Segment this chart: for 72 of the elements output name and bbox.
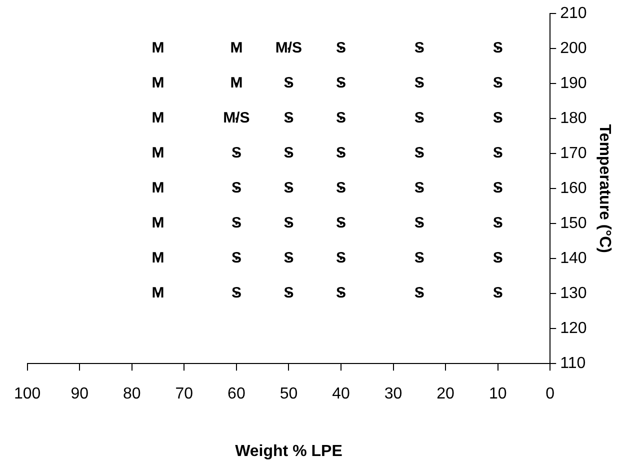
x-tick-label: 50 — [280, 386, 298, 403]
text: S — [231, 214, 242, 232]
y-tick-label: 180 — [560, 110, 587, 128]
text: S — [284, 144, 294, 162]
x-tick-label: 0 — [546, 386, 555, 403]
x-tick-label: 70 — [175, 386, 194, 403]
y-tick-label: 210 — [560, 5, 587, 22]
text: M — [152, 74, 164, 92]
text: S — [284, 74, 294, 92]
y-axis-title: Temperature (°C) — [596, 124, 613, 253]
y-tick-label: 150 — [560, 215, 587, 232]
y-tick-label: 160 — [560, 180, 587, 198]
text: S — [492, 144, 503, 162]
x-tick-label: 20 — [436, 386, 455, 403]
x-tick-label: 30 — [384, 386, 402, 403]
text: S — [414, 284, 424, 302]
text: S — [492, 250, 503, 267]
text: S — [284, 250, 294, 267]
text: S — [414, 110, 424, 127]
text: S — [231, 250, 242, 267]
text: S — [336, 40, 346, 57]
text: S — [414, 144, 424, 162]
text: M — [152, 40, 164, 57]
text: S — [492, 74, 503, 92]
text: M — [152, 180, 164, 197]
text: S — [336, 284, 346, 302]
y-tick-label: 170 — [560, 145, 587, 162]
y-tick-label: 140 — [560, 250, 587, 268]
text: S — [336, 180, 346, 197]
text: S — [284, 214, 294, 232]
text: S — [492, 214, 503, 232]
text: M — [152, 144, 164, 162]
text: S — [231, 180, 242, 197]
text: S — [492, 110, 503, 127]
text: M — [152, 214, 164, 232]
text: S — [336, 250, 346, 267]
text: S — [284, 110, 294, 127]
text: S — [492, 40, 503, 57]
text: S — [231, 144, 242, 162]
text: S — [231, 284, 242, 302]
text: S — [414, 214, 424, 232]
text: S — [414, 40, 424, 57]
text: S — [492, 180, 503, 197]
text: S — [336, 144, 346, 162]
text: S — [414, 250, 424, 267]
text: M — [152, 250, 164, 267]
text: S — [336, 74, 346, 92]
x-tick-label: 100 — [14, 386, 41, 403]
text: M — [152, 284, 164, 302]
x-tick-label: 10 — [488, 386, 507, 403]
x-tick-label: 90 — [70, 386, 89, 403]
y-tick-label: 110 — [560, 355, 586, 372]
text: M — [230, 74, 243, 92]
y-tick-label: 190 — [560, 75, 587, 92]
text: S — [492, 284, 503, 302]
y-tick-label: 200 — [560, 40, 587, 58]
text: M — [152, 110, 164, 127]
text: M/S — [223, 110, 250, 127]
y-tick-label: 130 — [560, 285, 587, 302]
text: S — [414, 180, 424, 197]
x-tick-label: 40 — [332, 386, 350, 403]
x-axis-title: Weight % LPE — [235, 442, 343, 460]
text: S — [284, 180, 294, 197]
x-tick-label: 80 — [123, 386, 141, 403]
text: M/S — [275, 40, 302, 57]
y-tick-label: 120 — [560, 320, 587, 338]
text: S — [336, 110, 346, 127]
text: S — [336, 214, 346, 232]
text: S — [284, 284, 294, 302]
text: M — [230, 40, 243, 57]
x-tick-label: 60 — [228, 386, 246, 403]
text: S — [414, 74, 424, 92]
